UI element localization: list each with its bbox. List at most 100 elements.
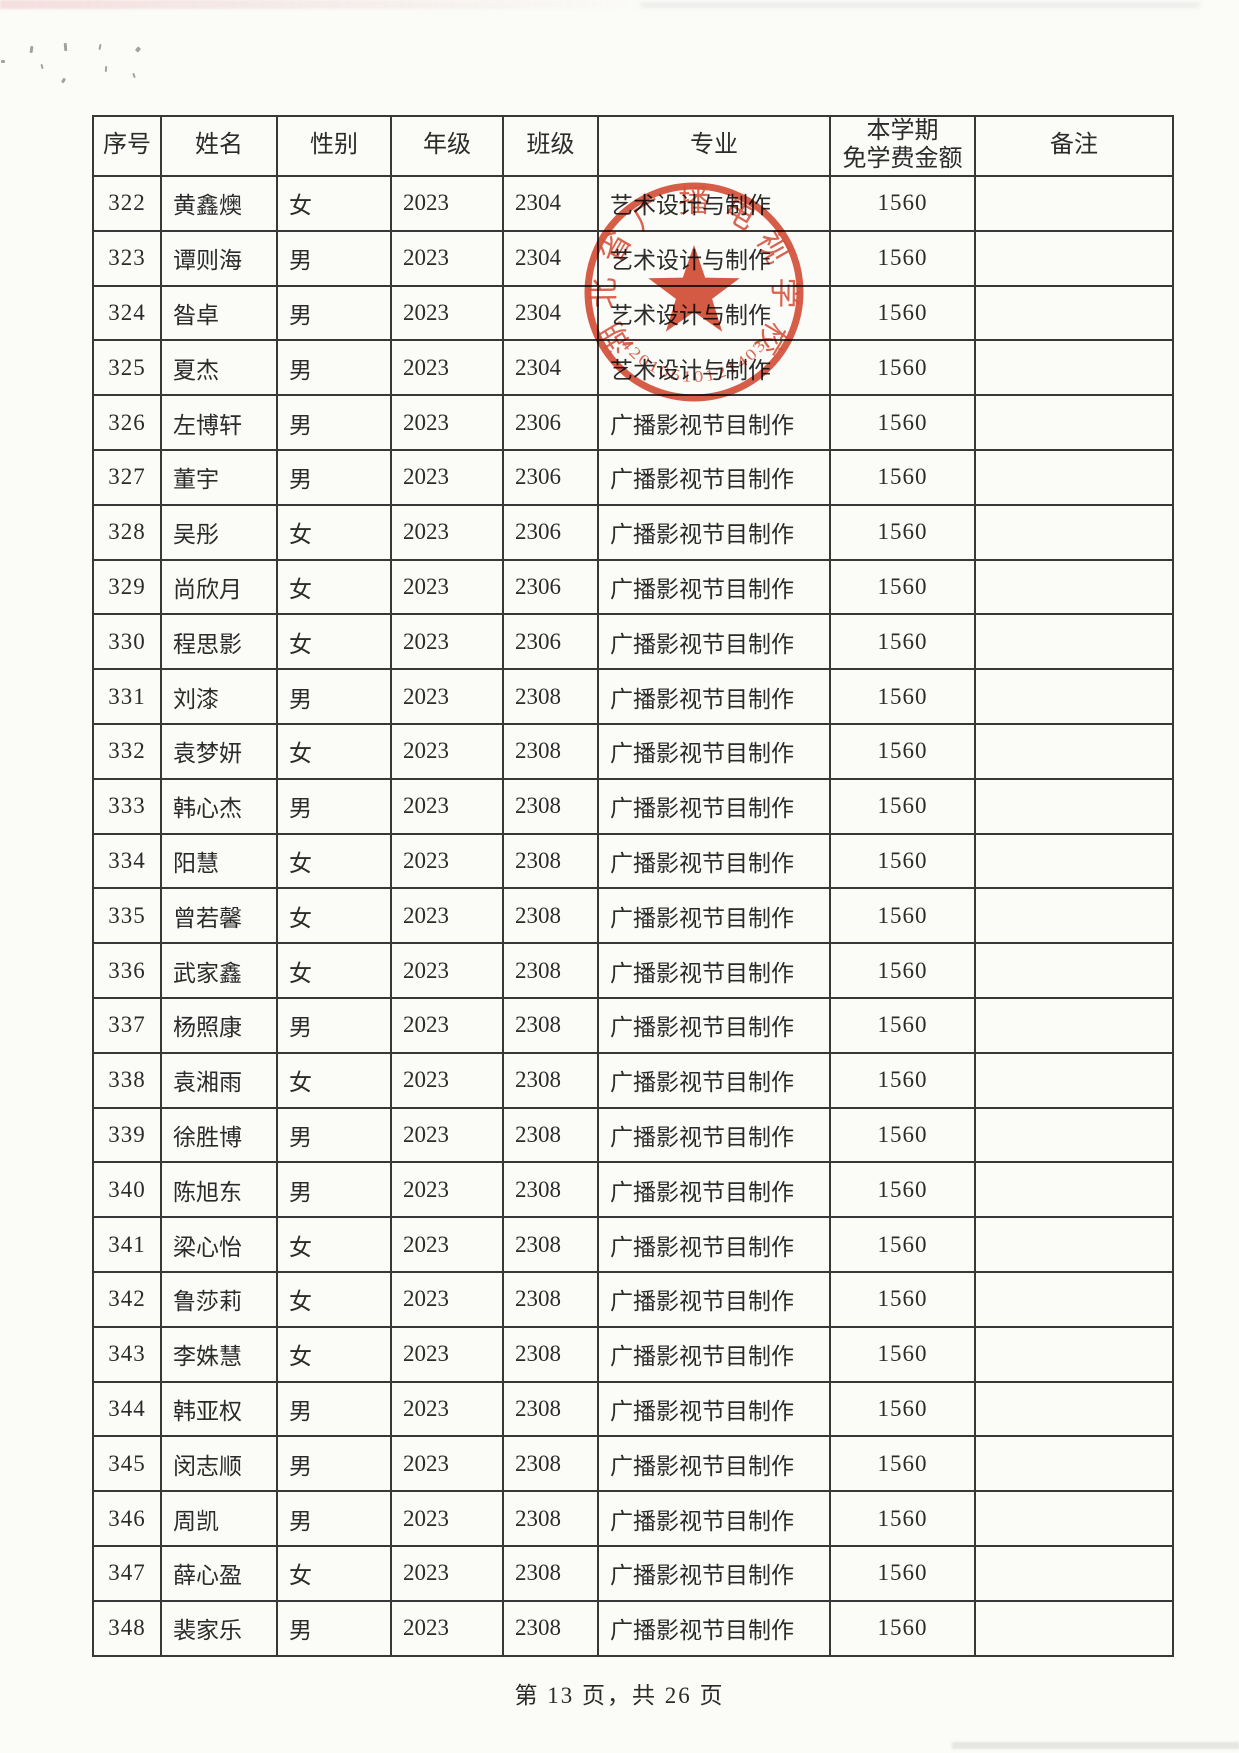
cell-major: 艺术设计与制作 bbox=[597, 284, 831, 342]
cell-no: 331 bbox=[92, 668, 162, 725]
cell-major: 广播影视节目制作 bbox=[597, 832, 831, 890]
cell-gender: 男 bbox=[276, 284, 392, 342]
cell-remark bbox=[974, 229, 1174, 287]
cell-gender: 男 bbox=[276, 996, 392, 1054]
cell-grade: 2023 bbox=[390, 558, 504, 616]
cell-remark bbox=[974, 1544, 1174, 1602]
cell-remark bbox=[974, 777, 1174, 835]
cell-remark bbox=[974, 1380, 1174, 1438]
cell-major: 广播影视节目制作 bbox=[597, 558, 831, 616]
cell-grade: 2023 bbox=[390, 1490, 504, 1547]
cell-no: 344 bbox=[92, 1380, 162, 1438]
scan-speck bbox=[60, 77, 67, 84]
cell-major: 广播影视节目制作 bbox=[597, 1216, 831, 1273]
table-row: 338 袁湘雨女 2023 2308 广播影视节目制作 1560 bbox=[92, 1051, 1174, 1109]
cell-name: 昝卓 bbox=[160, 284, 278, 342]
cell-grade: 2023 bbox=[390, 229, 504, 287]
cell-grade: 2023 bbox=[390, 394, 504, 451]
cell-no: 323 bbox=[92, 229, 162, 287]
cell-gender: 女 bbox=[276, 1544, 392, 1602]
cell-name: 左博轩 bbox=[160, 394, 278, 451]
cell-class: 2308 bbox=[502, 1435, 599, 1493]
cell-gender: 女 bbox=[276, 832, 392, 890]
cell-class: 2308 bbox=[502, 832, 599, 890]
cell-remark bbox=[974, 722, 1174, 780]
cell-gender: 男 bbox=[276, 1599, 392, 1657]
cell-class: 2308 bbox=[502, 668, 599, 725]
cell-name: 阳慧 bbox=[160, 832, 278, 890]
table-row: 348 裴家乐男 2023 2308 广播影视节目制作 1560 bbox=[92, 1599, 1174, 1657]
cell-no: 328 bbox=[92, 503, 162, 561]
cell-name: 梁心怡 bbox=[160, 1216, 278, 1273]
cell-amount: 1560 bbox=[829, 284, 976, 342]
cell-amount: 1560 bbox=[829, 996, 976, 1054]
cell-major: 广播影视节目制作 bbox=[597, 1599, 831, 1657]
cell-no: 348 bbox=[92, 1599, 162, 1657]
cell-no: 341 bbox=[92, 1216, 162, 1273]
cell-major: 广播影视节目制作 bbox=[597, 668, 831, 725]
table-row: 333 韩心杰男 2023 2308 广播影视节目制作 1560 bbox=[92, 777, 1174, 835]
cell-no: 338 bbox=[92, 1051, 162, 1109]
cell-no: 326 bbox=[92, 394, 162, 451]
cell-amount: 1560 bbox=[829, 1380, 976, 1438]
cell-class: 2308 bbox=[502, 1325, 599, 1383]
cell-name: 李姝慧 bbox=[160, 1325, 278, 1383]
cell-no: 327 bbox=[92, 448, 162, 506]
cell-major: 艺术设计与制作 bbox=[597, 175, 831, 232]
cell-gender: 男 bbox=[276, 448, 392, 506]
cell-gender: 女 bbox=[276, 613, 392, 671]
table-row: 331 刘漆男 2023 2308 广播影视节目制作 1560 bbox=[92, 668, 1174, 725]
cell-name: 夏杰 bbox=[160, 339, 278, 397]
table-row: 326 左博轩男 2023 2306 广播影视节目制作 1560 bbox=[92, 394, 1174, 451]
cell-amount: 1560 bbox=[829, 1270, 976, 1328]
cell-remark bbox=[974, 613, 1174, 671]
cell-gender: 女 bbox=[276, 1325, 392, 1383]
table-row: 344 韩亚权男 2023 2308 广播影视节目制作 1560 bbox=[92, 1380, 1174, 1438]
cell-class: 2308 bbox=[502, 1216, 599, 1273]
table-row: 322 黄鑫燠女 2023 2304 艺术设计与制作 1560 bbox=[92, 175, 1174, 232]
table-row: 337 杨照康男 2023 2308 广播影视节目制作 1560 bbox=[92, 996, 1174, 1054]
col-header-major: 专业 bbox=[597, 115, 831, 177]
cell-grade: 2023 bbox=[390, 503, 504, 561]
cell-name: 武家鑫 bbox=[160, 942, 278, 999]
cell-gender: 男 bbox=[276, 339, 392, 397]
table-row: 342 鲁莎莉女 2023 2308 广播影视节目制作 1560 bbox=[92, 1270, 1174, 1328]
table-row: 327 董宇男 2023 2306 广播影视节目制作 1560 bbox=[92, 448, 1174, 506]
cell-name: 薛心盈 bbox=[160, 1544, 278, 1602]
cell-class: 2308 bbox=[502, 722, 599, 780]
cell-no: 340 bbox=[92, 1161, 162, 1219]
cell-major: 艺术设计与制作 bbox=[597, 229, 831, 287]
cell-gender: 男 bbox=[276, 394, 392, 451]
table-body: 322 黄鑫燠女 2023 2304 艺术设计与制作 1560 323 谭则海男 2023 230… bbox=[92, 175, 1174, 1657]
tuition-waiver-table: 序号 姓名 性别 年级 班级 专业 本学期 免学费金额 备注 322 黄鑫燠女 20… bbox=[92, 115, 1174, 1657]
col-header-class: 班级 bbox=[502, 115, 599, 177]
cell-remark bbox=[974, 887, 1174, 945]
cell-major: 广播影视节目制作 bbox=[597, 942, 831, 999]
cell-gender: 男 bbox=[276, 1161, 392, 1219]
cell-major: 广播影视节目制作 bbox=[597, 1490, 831, 1547]
cell-remark bbox=[974, 339, 1174, 397]
cell-gender: 男 bbox=[276, 668, 392, 725]
cell-amount: 1560 bbox=[829, 777, 976, 835]
cell-remark bbox=[974, 1216, 1174, 1273]
scan-speck bbox=[98, 43, 102, 51]
table-row: 330 程思影女 2023 2306 广播影视节目制作 1560 bbox=[92, 613, 1174, 671]
cell-amount: 1560 bbox=[829, 175, 976, 232]
cell-grade: 2023 bbox=[390, 1599, 504, 1657]
cell-name: 陈旭东 bbox=[160, 1161, 278, 1219]
cell-grade: 2023 bbox=[390, 284, 504, 342]
col-header-amount-line1: 本学期 bbox=[866, 118, 939, 145]
cell-major: 广播影视节目制作 bbox=[597, 996, 831, 1054]
cell-no: 337 bbox=[92, 996, 162, 1054]
cell-remark bbox=[974, 394, 1174, 451]
page-footer: 第 13 页，共 26 页 bbox=[514, 1683, 725, 1708]
cell-class: 2304 bbox=[502, 175, 599, 232]
cell-name: 裴家乐 bbox=[160, 1599, 278, 1657]
cell-no: 346 bbox=[92, 1490, 162, 1547]
table-row: 329 尚欣月女 2023 2306 广播影视节目制作 1560 bbox=[92, 558, 1174, 616]
scan-smear-top-right bbox=[640, 2, 1200, 8]
table-row: 336 武家鑫女 2023 2308 广播影视节目制作 1560 bbox=[92, 942, 1174, 999]
cell-class: 2306 bbox=[502, 503, 599, 561]
cell-name: 吴彤 bbox=[160, 503, 278, 561]
cell-major: 广播影视节目制作 bbox=[597, 394, 831, 451]
